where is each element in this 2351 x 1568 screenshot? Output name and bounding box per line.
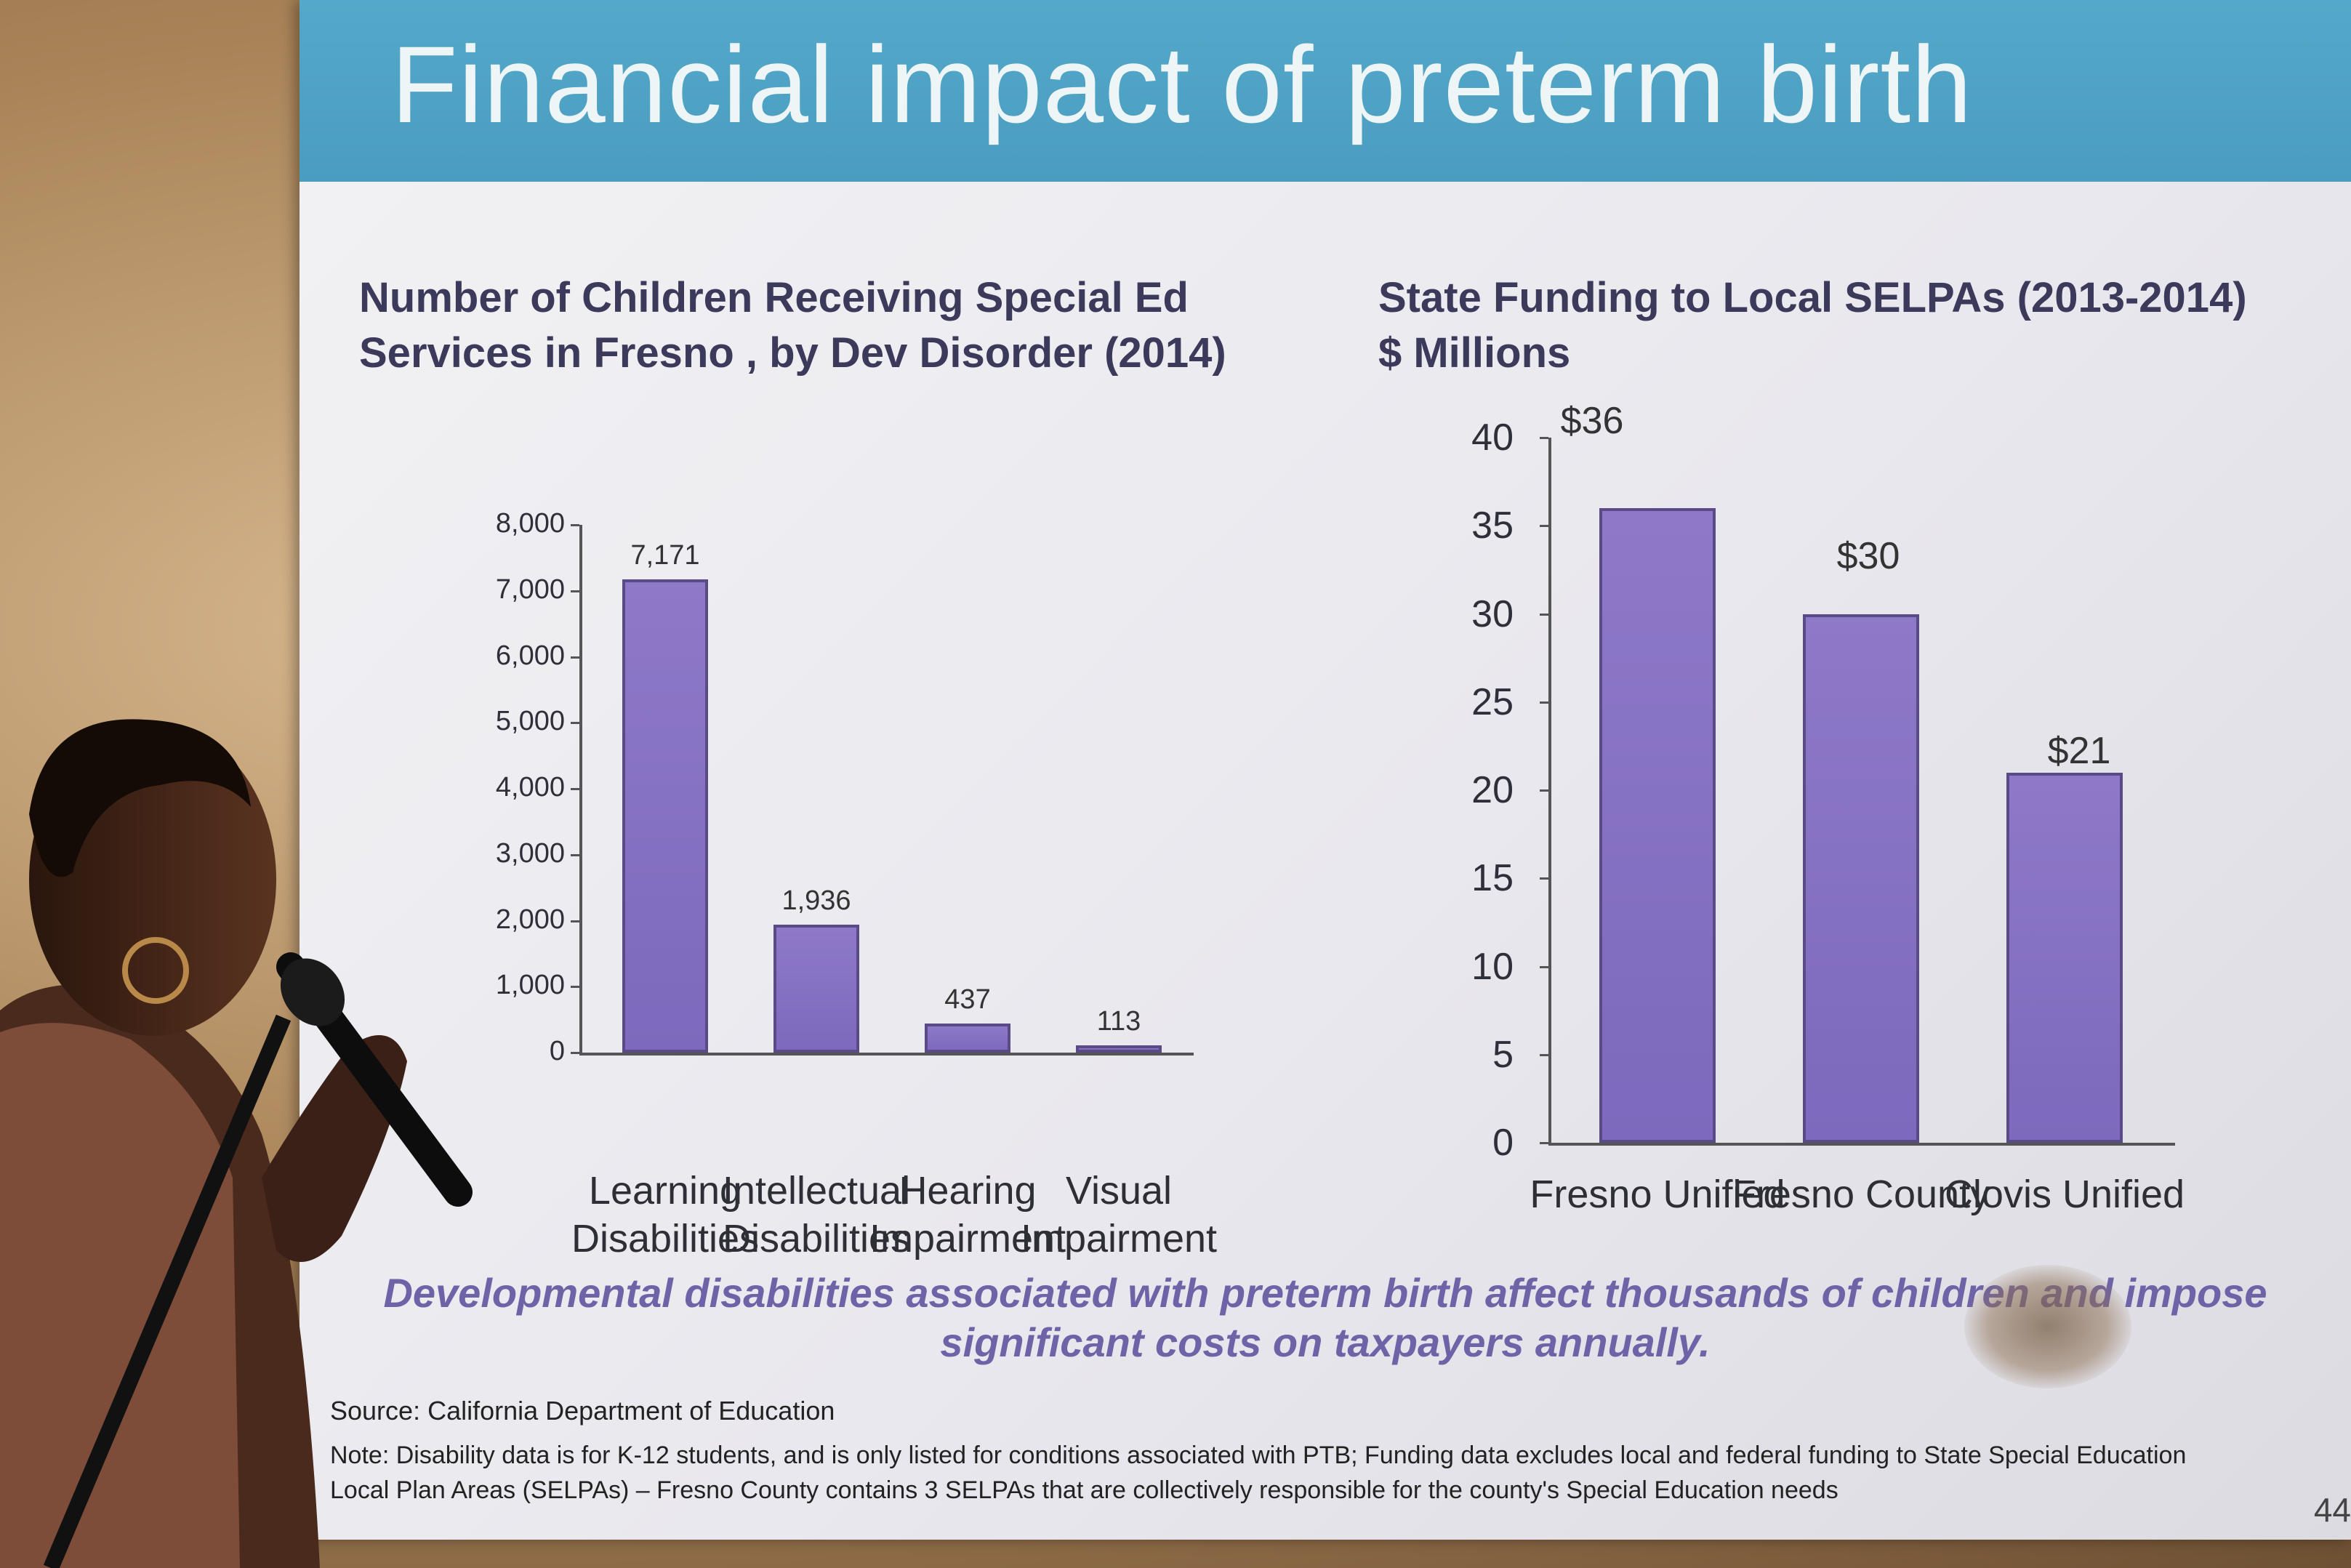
category-label-line: Disabilities	[571, 1217, 760, 1261]
y-tick-mark	[1540, 789, 1548, 792]
y-tick-label: 1,000	[495, 970, 565, 1001]
category-label-line: Impairment	[1020, 1217, 1218, 1261]
takeaway-text: Developmental disabilities associated wi…	[300, 1269, 2351, 1367]
bar-0	[1599, 508, 1716, 1143]
bar-2	[925, 1024, 1010, 1053]
microphone-head	[280, 958, 345, 1026]
data-label-2: $21	[2047, 729, 2111, 772]
y-tick-mark	[1540, 965, 1548, 968]
data-label-1: $30	[1836, 534, 1900, 577]
y-tick-label: 4,000	[495, 772, 565, 803]
y-tick-label: 15	[1471, 857, 1514, 900]
x-axis-line	[1548, 1143, 2175, 1146]
left-chart-title-line2: Services in Fresno , by Dev Disorder (20…	[359, 329, 1226, 377]
category-label-1: Fresno County	[1732, 1173, 1990, 1216]
category-label-0: Fresno Unified	[1530, 1173, 1785, 1216]
category-label-1: Intellectual Disabilities	[686, 1167, 947, 1263]
y-tick-mark	[571, 722, 579, 725]
category-label-line: Hearing	[899, 1169, 1037, 1213]
data-label-3: 113	[1096, 1005, 1141, 1037]
y-tick-label: 0	[549, 1036, 565, 1066]
y-tick-mark	[1540, 525, 1548, 528]
y-tick-mark	[1540, 877, 1548, 880]
left-chart-title: Number of Children Receiving Special Ed …	[359, 270, 1226, 381]
title-banner: Financial impact of preterm birth	[300, 0, 2351, 182]
bar-2	[2006, 772, 2123, 1143]
speaker-hair	[29, 719, 251, 877]
y-tick-mark	[571, 853, 579, 856]
y-axis-line	[579, 525, 582, 1053]
category-label-line: Impairment	[869, 1217, 1066, 1261]
projection-screen: Financial impact of preterm birth Number…	[300, 0, 2351, 1540]
source-note: Source: California Department of Educati…	[330, 1396, 835, 1426]
speaker-silhouette	[0, 719, 473, 1568]
category-label-line: Intellectual	[722, 1169, 911, 1213]
category-label-line: Visual	[1065, 1169, 1173, 1213]
bar-1	[773, 925, 859, 1053]
y-tick-mark	[1540, 437, 1548, 439]
category-label-line: Learning	[588, 1169, 742, 1213]
speaker-arm	[262, 1035, 407, 1262]
category-label-line: Disabilities	[722, 1217, 911, 1261]
y-tick-mark	[571, 590, 579, 592]
category-label-3: Visual Impairment	[988, 1167, 1250, 1263]
y-tick-label: 5	[1492, 1033, 1514, 1076]
speaker-top	[0, 1023, 240, 1568]
y-tick-label: 8,000	[495, 508, 565, 539]
left-chart-title-line1: Number of Children Receiving Special Ed	[359, 274, 1189, 321]
y-tick-mark	[571, 788, 579, 790]
y-tick-label: 10	[1471, 945, 1514, 988]
data-label-0: $36	[1560, 400, 1624, 442]
y-tick-label: 25	[1471, 680, 1514, 723]
category-label-2: Hearing Impairment	[837, 1167, 1098, 1263]
takeaway-line-2: significant costs on taxpayers annually.	[940, 1319, 1711, 1365]
y-tick-label: 6,000	[495, 640, 565, 671]
y-tick-mark	[571, 920, 579, 922]
y-axis-line	[1548, 438, 1551, 1143]
category-label-2: Clovis Unified	[1944, 1173, 2185, 1216]
right-chart-title-line1: State Funding to Local SELPAs (2013-2014…	[1378, 274, 2247, 321]
data-label-0: 7,171	[630, 540, 700, 571]
y-tick-label: 40	[1471, 417, 1514, 459]
y-tick-label: 5,000	[495, 706, 565, 737]
y-tick-mark	[571, 524, 579, 526]
y-tick-label: 3,000	[495, 837, 565, 869]
y-tick-mark	[571, 986, 579, 989]
y-tick-label: 2,000	[495, 904, 565, 935]
footnote: Note: Disability data is for K-12 studen…	[330, 1442, 2187, 1504]
y-tick-mark	[1540, 1142, 1548, 1144]
y-tick-mark	[571, 1052, 579, 1054]
screen-smudge	[1964, 1265, 2131, 1388]
y-tick-label: 20	[1471, 769, 1514, 811]
microphone-stand	[43, 1014, 292, 1568]
page-number: 44	[2313, 1491, 2351, 1529]
y-tick-mark	[1540, 701, 1548, 704]
y-tick-label: 0	[1492, 1122, 1514, 1164]
right-chart-title-line2: $ Millions	[1378, 329, 1571, 377]
bar-1	[1803, 614, 1919, 1143]
earring-icon	[122, 937, 189, 1004]
slide-title: Financial impact of preterm birth	[391, 23, 1973, 145]
y-tick-mark	[1540, 613, 1548, 616]
right-chart-title: State Funding to Local SELPAs (2013-2014…	[1378, 270, 2247, 381]
bar-0	[622, 579, 708, 1053]
x-axis-line	[579, 1053, 1194, 1056]
y-tick-mark	[1540, 1053, 1548, 1056]
category-label-0: Learning Disabilities	[534, 1167, 796, 1263]
data-label-1: 1,936	[781, 885, 851, 917]
y-tick-label: 30	[1471, 592, 1514, 635]
y-tick-label: 7,000	[495, 574, 565, 605]
data-label-2: 437	[944, 984, 991, 1016]
bar-3	[1076, 1045, 1162, 1053]
y-tick-label: 35	[1471, 504, 1514, 547]
y-tick-mark	[571, 656, 579, 659]
takeaway-line-1: Developmental disabilities associated wi…	[383, 1270, 2267, 1316]
